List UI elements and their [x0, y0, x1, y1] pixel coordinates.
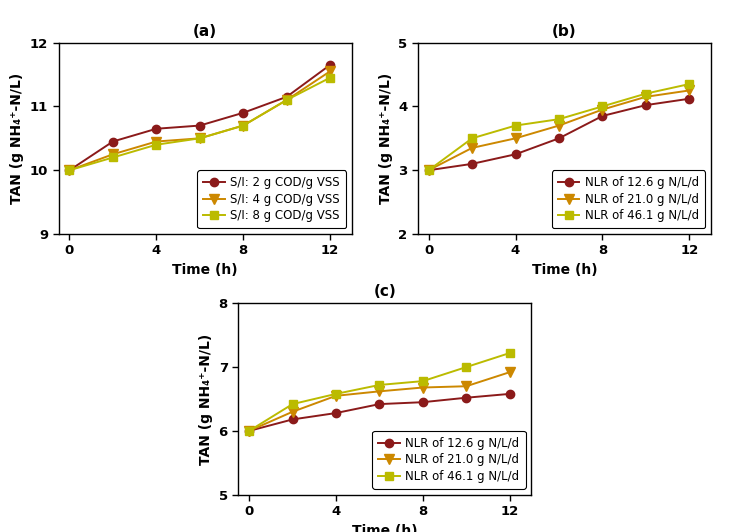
Y-axis label: TAN (g NH₄⁺-N/L): TAN (g NH₄⁺-N/L)	[199, 334, 213, 464]
NLR of 21.0 g N/L/d	[598, 106, 607, 113]
X-axis label: Time (h): Time (h)	[172, 263, 238, 277]
Legend: NLR of 12.6 g N/L/d, NLR of 21.0 g N/L/d, NLR of 46.1 g N/L/d: NLR of 12.6 g N/L/d, NLR of 21.0 g N/L/d…	[372, 431, 526, 489]
Line: NLR of 12.6 g N/L/d: NLR of 12.6 g N/L/d	[245, 390, 514, 435]
S/I: 8 g COD/g VSS: (8, 10.7): 8 g COD/g VSS: (8, 10.7)	[239, 122, 248, 129]
S/I: 2 g COD/g VSS: (4, 10.7): 2 g COD/g VSS: (4, 10.7)	[152, 126, 161, 132]
NLR of 12.6 g N/L/d	[288, 416, 297, 422]
NLR of 12.6 g N/L/d	[462, 395, 471, 401]
S/I: 4 g COD/g VSS: (4, 10.4): 4 g COD/g VSS: (4, 10.4)	[152, 138, 161, 145]
NLR of 12.6 g N/L/d	[555, 135, 564, 142]
NLR of 21.0 g N/L/d	[641, 94, 650, 100]
Line: S/I: 2 g COD/g VSS: S/I: 2 g COD/g VSS	[65, 61, 334, 174]
NLR of 46.1 g N/L/d	[375, 382, 384, 388]
NLR of 46.1 g N/L/d	[555, 116, 564, 122]
NLR of 46.1 g N/L/d	[598, 103, 607, 110]
NLR of 21.0 g N/L/d	[424, 167, 433, 173]
Line: S/I: 4 g COD/g VSS: S/I: 4 g COD/g VSS	[65, 66, 335, 175]
NLR of 12.6 g N/L/d	[598, 113, 607, 119]
X-axis label: Time (h): Time (h)	[531, 263, 597, 277]
S/I: 2 g COD/g VSS: (0, 10): 2 g COD/g VSS: (0, 10)	[65, 167, 74, 173]
S/I: 8 g COD/g VSS: (12, 11.4): 8 g COD/g VSS: (12, 11.4)	[325, 74, 334, 81]
NLR of 21.0 g N/L/d	[419, 384, 427, 390]
Legend: NLR of 12.6 g N/L/d, NLR of 21.0 g N/L/d, NLR of 46.1 g N/L/d: NLR of 12.6 g N/L/d, NLR of 21.0 g N/L/d…	[552, 170, 705, 228]
Title: (a): (a)	[194, 23, 217, 39]
Line: NLR of 46.1 g N/L/d: NLR of 46.1 g N/L/d	[245, 349, 514, 435]
X-axis label: Time (h): Time (h)	[352, 523, 418, 532]
NLR of 12.6 g N/L/d	[505, 390, 514, 397]
S/I: 4 g COD/g VSS: (0, 10): 4 g COD/g VSS: (0, 10)	[65, 167, 74, 173]
NLR of 46.1 g N/L/d	[468, 135, 476, 142]
S/I: 4 g COD/g VSS: (2, 10.2): 4 g COD/g VSS: (2, 10.2)	[108, 151, 117, 157]
NLR of 21.0 g N/L/d	[331, 393, 340, 399]
S/I: 2 g COD/g VSS: (12, 11.7): 2 g COD/g VSS: (12, 11.7)	[325, 62, 334, 68]
NLR of 46.1 g N/L/d	[331, 390, 340, 397]
NLR of 21.0 g N/L/d	[505, 369, 514, 376]
Line: NLR of 21.0 g N/L/d: NLR of 21.0 g N/L/d	[424, 86, 694, 175]
Line: NLR of 21.0 g N/L/d: NLR of 21.0 g N/L/d	[244, 367, 515, 436]
NLR of 12.6 g N/L/d	[375, 401, 384, 408]
NLR of 12.6 g N/L/d	[331, 410, 340, 416]
NLR of 21.0 g N/L/d	[511, 135, 520, 142]
S/I: 4 g COD/g VSS: (8, 10.7): 4 g COD/g VSS: (8, 10.7)	[239, 122, 248, 129]
S/I: 4 g COD/g VSS: (12, 11.6): 4 g COD/g VSS: (12, 11.6)	[325, 68, 334, 74]
NLR of 12.6 g N/L/d	[419, 399, 427, 405]
S/I: 8 g COD/g VSS: (4, 10.4): 8 g COD/g VSS: (4, 10.4)	[152, 142, 161, 148]
NLR of 46.1 g N/L/d	[641, 90, 650, 97]
NLR of 12.6 g N/L/d	[685, 96, 693, 102]
S/I: 2 g COD/g VSS: (6, 10.7): 2 g COD/g VSS: (6, 10.7)	[196, 122, 205, 129]
S/I: 2 g COD/g VSS: (10, 11.2): 2 g COD/g VSS: (10, 11.2)	[282, 94, 291, 100]
S/I: 2 g COD/g VSS: (2, 10.4): 2 g COD/g VSS: (2, 10.4)	[108, 138, 117, 145]
S/I: 2 g COD/g VSS: (8, 10.9): 2 g COD/g VSS: (8, 10.9)	[239, 110, 248, 116]
NLR of 21.0 g N/L/d	[685, 87, 693, 94]
NLR of 46.1 g N/L/d	[419, 378, 427, 384]
S/I: 8 g COD/g VSS: (10, 11.1): 8 g COD/g VSS: (10, 11.1)	[282, 97, 291, 103]
Line: S/I: 8 g COD/g VSS: S/I: 8 g COD/g VSS	[65, 73, 334, 174]
S/I: 8 g COD/g VSS: (6, 10.5): 8 g COD/g VSS: (6, 10.5)	[196, 135, 205, 142]
S/I: 8 g COD/g VSS: (2, 10.2): 8 g COD/g VSS: (2, 10.2)	[108, 154, 117, 161]
Title: (b): (b)	[552, 23, 577, 39]
NLR of 12.6 g N/L/d	[245, 428, 254, 434]
NLR of 46.1 g N/L/d	[424, 167, 433, 173]
NLR of 46.1 g N/L/d	[511, 122, 520, 129]
NLR of 21.0 g N/L/d	[288, 409, 297, 415]
NLR of 21.0 g N/L/d	[245, 428, 254, 434]
NLR of 21.0 g N/L/d	[375, 388, 384, 395]
NLR of 46.1 g N/L/d	[685, 81, 693, 87]
NLR of 12.6 g N/L/d	[641, 102, 650, 109]
S/I: 4 g COD/g VSS: (6, 10.5): 4 g COD/g VSS: (6, 10.5)	[196, 135, 205, 142]
NLR of 46.1 g N/L/d	[245, 428, 254, 434]
NLR of 12.6 g N/L/d	[424, 167, 433, 173]
NLR of 46.1 g N/L/d	[505, 350, 514, 356]
NLR of 12.6 g N/L/d	[468, 161, 476, 167]
NLR of 12.6 g N/L/d	[511, 151, 520, 157]
S/I: 4 g COD/g VSS: (10, 11.1): 4 g COD/g VSS: (10, 11.1)	[282, 97, 291, 103]
NLR of 21.0 g N/L/d	[468, 145, 476, 151]
Y-axis label: TAN (g NH₄⁺-N/L): TAN (g NH₄⁺-N/L)	[378, 73, 393, 204]
NLR of 46.1 g N/L/d	[288, 401, 297, 408]
Legend: S/I: 2 g COD/g VSS, S/I: 4 g COD/g VSS, S/I: 8 g COD/g VSS: S/I: 2 g COD/g VSS, S/I: 4 g COD/g VSS, …	[197, 170, 346, 228]
Line: NLR of 46.1 g N/L/d: NLR of 46.1 g N/L/d	[424, 80, 693, 174]
S/I: 8 g COD/g VSS: (0, 10): 8 g COD/g VSS: (0, 10)	[65, 167, 74, 173]
Title: (c): (c)	[373, 284, 397, 300]
Line: NLR of 12.6 g N/L/d: NLR of 12.6 g N/L/d	[424, 95, 693, 174]
NLR of 21.0 g N/L/d	[555, 122, 564, 129]
Y-axis label: TAN (g NH₄⁺-N/L): TAN (g NH₄⁺-N/L)	[10, 73, 24, 204]
NLR of 46.1 g N/L/d	[462, 364, 471, 370]
NLR of 21.0 g N/L/d	[462, 383, 471, 389]
